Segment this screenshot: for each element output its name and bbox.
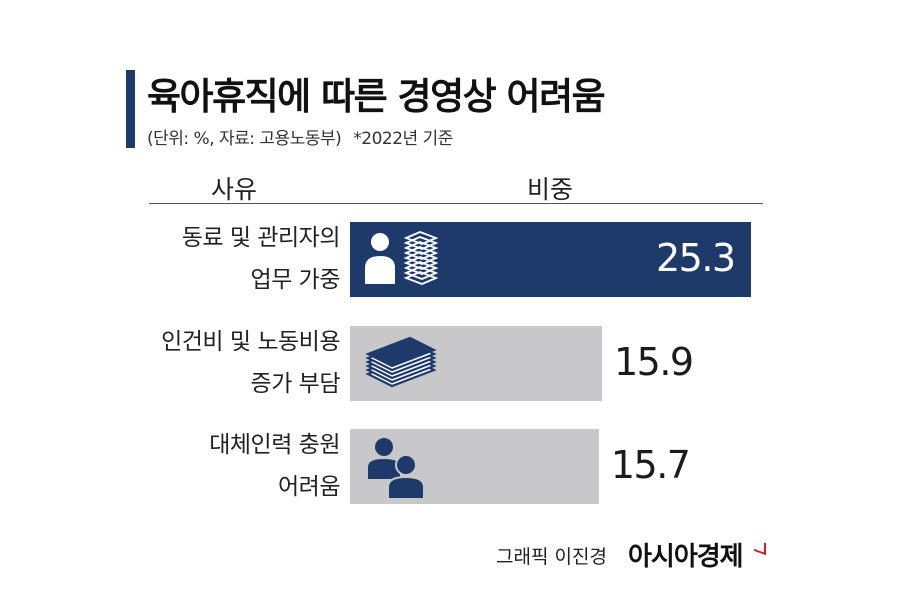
category-label-line: 대체인력 충원 [209, 432, 340, 458]
column-header-reason: 사유 [211, 175, 258, 204]
column-header-share: 비중 [527, 175, 574, 204]
brand-mark-icon [754, 538, 766, 556]
category-label-line: 증가 부담 [250, 371, 341, 397]
value-label: 15.9 [614, 340, 694, 384]
header-divider [149, 203, 763, 204]
value-label: 15.7 [610, 443, 691, 487]
base-year-note: *2022년 기준 [353, 129, 453, 149]
value-label: 25.3 [656, 236, 736, 280]
category-label-line: 업무 가중 [250, 267, 341, 293]
person-with-papers-icon [362, 228, 442, 294]
graphic-credit: 그래픽 이진경 [496, 546, 607, 568]
category-label-line: 어려움 [278, 474, 340, 500]
chart-subtitle: (단위: %, 자료: 고용노동부) *2022년 기준 [147, 124, 453, 149]
category-label-line: 동료 및 관리자의 [181, 225, 341, 251]
unit-source-text: (단위: %, 자료: 고용노동부) [147, 129, 342, 149]
money-stack-icon [362, 332, 442, 398]
bar [350, 222, 751, 297]
chart-title: 육아휴직에 따른 경영상 어려움 [147, 75, 606, 118]
brand-logo-text: 아시아경제 [628, 542, 744, 572]
category-label-line: 인건비 및 노동비용 [161, 329, 340, 355]
title-accent-bar [126, 70, 135, 148]
two-people-icon [362, 435, 432, 505]
